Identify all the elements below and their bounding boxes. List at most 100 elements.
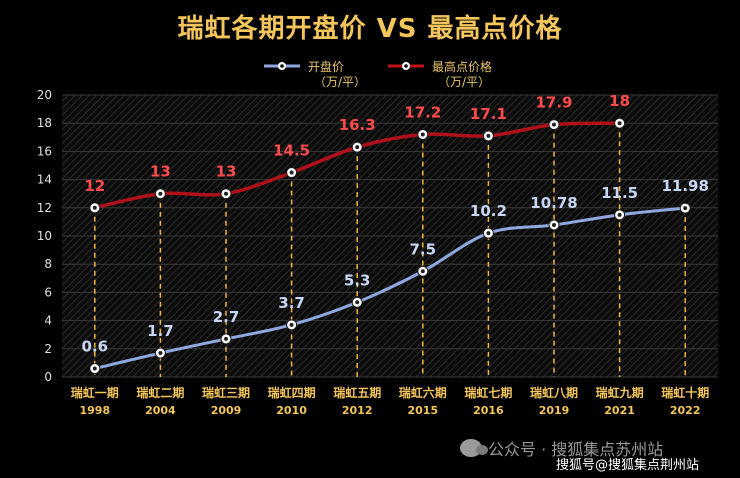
data-label-open-price: 11.5: [601, 184, 638, 202]
series-line-high-price: [93, 121, 622, 210]
data-point-core: [617, 212, 622, 217]
data-point-high-price: [351, 141, 363, 153]
y-tick-label: 16: [37, 144, 52, 158]
data-point-core: [92, 205, 97, 210]
legend-unit-open-price: （万/平）: [314, 75, 367, 89]
data-point-high-price: [548, 119, 560, 131]
data-label-open-price: 5.3: [344, 271, 371, 289]
legend-item-open-price: 开盘价 （万/平）: [262, 60, 366, 90]
data-point-core: [158, 351, 163, 356]
watermark-wechat: 公众号 · 搜狐集点苏州站: [460, 436, 663, 460]
legend-unit-high-price: （万/平）: [438, 75, 491, 89]
x-tick-label: 瑞虹五期: [333, 385, 381, 400]
data-point-core: [683, 206, 688, 211]
data-label-high-price: 16.3: [339, 116, 376, 134]
data-point-high-price: [286, 167, 298, 179]
data-point-open-price: [679, 202, 691, 214]
data-point-core: [552, 223, 556, 228]
y-tick-label: 0: [44, 370, 52, 384]
data-point-core: [486, 231, 491, 236]
x-tick-year: 2022: [670, 404, 701, 417]
data-label-open-price: 10.2: [470, 202, 507, 220]
watermark-sohu: 搜狐号@搜狐集点荆州站: [556, 458, 700, 473]
chart-legend: 开盘价 （万/平） 最高点价格 （万/平）: [262, 60, 492, 90]
data-point-core: [617, 121, 622, 126]
legend-marker-high-price: [388, 62, 425, 70]
data-point-open-price: [548, 219, 560, 231]
data-label-open-price: 1.7: [147, 322, 174, 340]
x-tick-label: 瑞虹七期: [464, 385, 512, 400]
watermark-line1: 公众号 · 搜狐集点苏州站: [488, 440, 664, 459]
data-point-open-price: [417, 265, 429, 277]
y-tick-label: 20: [37, 88, 52, 102]
data-point-high-price: [614, 117, 626, 129]
data-point-high-price: [89, 202, 101, 214]
legend-label-open-price: 开盘价: [308, 60, 345, 74]
y-tick-label: 12: [37, 201, 52, 215]
data-point-core: [486, 133, 491, 138]
y-tick-label: 14: [37, 173, 52, 187]
data-label-open-price: 10.78: [530, 194, 577, 212]
data-point-core: [289, 170, 294, 175]
data-label-high-price: 17.1: [470, 105, 507, 123]
x-tick-year: 2019: [539, 404, 570, 417]
y-tick-label: 4: [44, 314, 52, 328]
y-tick-label: 2: [44, 342, 52, 356]
data-label-open-price: 7.5: [410, 240, 437, 258]
data-point-open-price: [482, 227, 494, 239]
data-point-open-price: [220, 333, 232, 345]
data-point-high-price: [482, 130, 494, 142]
x-tick-year: 2004: [145, 404, 176, 417]
x-tick-label: 瑞虹九期: [596, 385, 644, 400]
data-point-open-price: [614, 209, 626, 221]
x-tick-year: 1998: [79, 404, 110, 417]
data-point-open-price: [351, 296, 363, 308]
x-tick-year: 2009: [211, 404, 242, 417]
y-tick-label: 6: [44, 285, 52, 299]
data-point-core: [420, 269, 425, 274]
legend-label-high-price: 最高点价格: [432, 60, 493, 74]
data-point-high-price: [154, 188, 166, 200]
data-label-high-price: 17.2: [404, 103, 441, 121]
x-tick-label: 瑞虹三期: [202, 385, 250, 400]
data-point-core: [355, 145, 360, 150]
data-point-core: [224, 336, 228, 341]
x-tick-label: 瑞虹八期: [530, 385, 578, 400]
series-line-open-price: [93, 206, 687, 371]
data-label-high-price: 13: [216, 163, 237, 181]
data-point-open-price: [89, 363, 101, 375]
x-tick-year: 2010: [276, 404, 307, 417]
data-point-open-price: [154, 347, 166, 359]
data-label-open-price: 2.7: [213, 308, 240, 326]
data-point-core: [420, 132, 425, 137]
data-label-high-price: 18: [609, 92, 630, 110]
x-tick-label: 瑞虹十期: [661, 385, 709, 400]
data-point-core: [552, 122, 556, 127]
y-tick-label: 8: [44, 257, 52, 271]
legend-item-high-price: 最高点价格 （万/平）: [386, 60, 492, 90]
data-point-core: [224, 191, 228, 196]
x-tick-label: 瑞虹一期: [71, 385, 119, 400]
data-label-open-price: 11.98: [661, 177, 708, 195]
data-label-high-price: 17.9: [535, 94, 572, 112]
y-tick-label: 10: [37, 229, 52, 243]
x-tick-label: 瑞虹四期: [268, 385, 316, 400]
legend-marker-open-price: [264, 62, 300, 70]
x-tick-year: 2012: [342, 404, 373, 417]
data-label-open-price: 0.6: [82, 338, 109, 356]
data-point-high-price: [417, 128, 429, 140]
data-point-high-price: [220, 188, 232, 200]
data-point-open-price: [286, 319, 298, 331]
plot-area: [62, 95, 718, 377]
x-tick-year: 2015: [407, 404, 438, 417]
data-point-core: [158, 191, 163, 196]
y-tick-label: 18: [37, 116, 52, 130]
x-tick-label: 瑞虹六期: [399, 385, 447, 400]
data-label-high-price: 13: [150, 163, 171, 181]
data-point-core: [92, 366, 97, 371]
wechat-logo-icon: [460, 439, 488, 457]
x-tick-label: 瑞虹二期: [136, 385, 184, 400]
chart-title: 瑞虹各期开盘价 VS 最高点价格: [177, 14, 563, 44]
x-tick-year: 2021: [604, 404, 635, 417]
data-label-open-price: 3.7: [278, 294, 305, 312]
